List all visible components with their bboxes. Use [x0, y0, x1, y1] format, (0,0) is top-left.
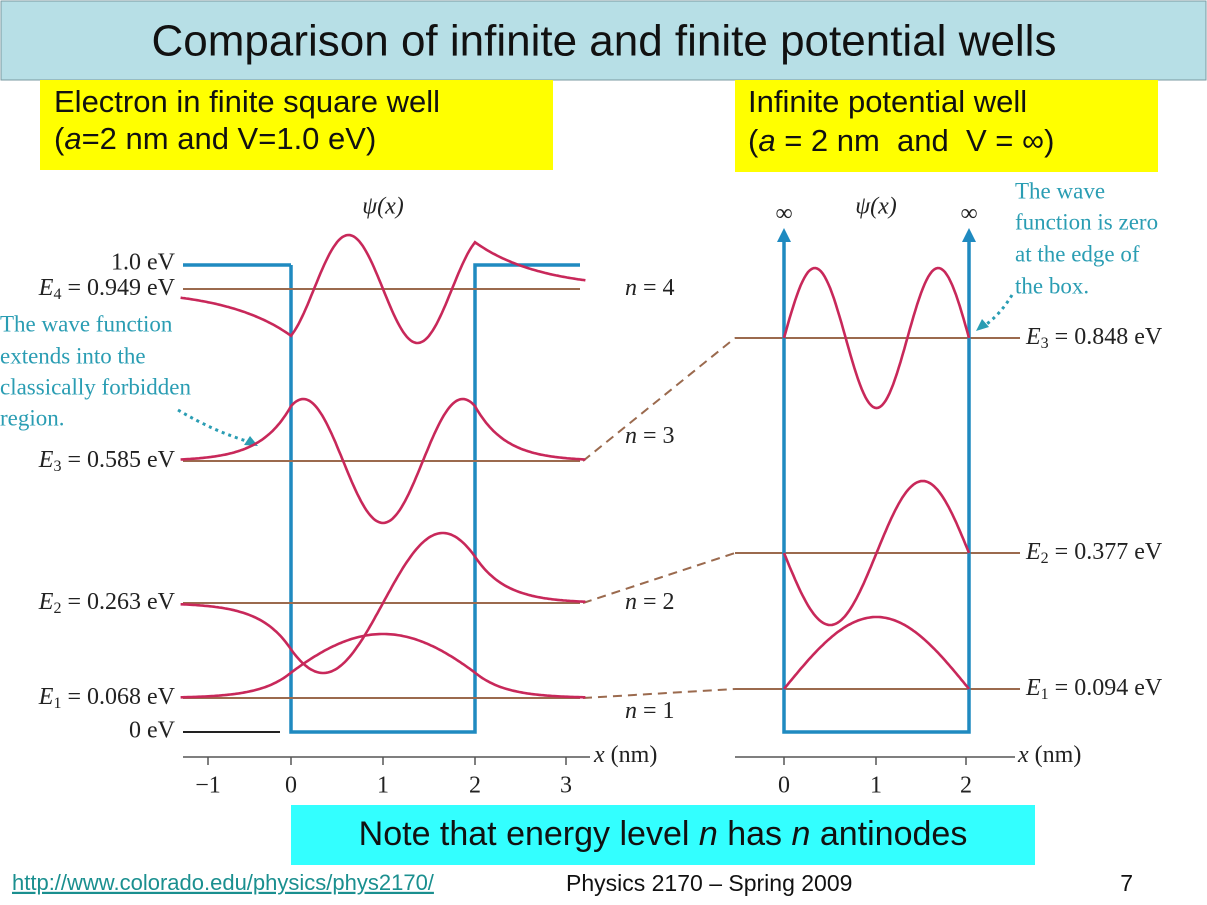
- annotation-line: The wave function: [0, 311, 173, 336]
- x-tick-label: 0: [778, 773, 790, 799]
- n-label: n = 3: [625, 423, 675, 449]
- annotation-line: The wave: [1015, 178, 1105, 203]
- wave-function: [782, 479, 971, 627]
- x-tick-label: 0: [285, 773, 297, 799]
- left-box-line: Electron in finite square well: [54, 84, 440, 119]
- annotation-line: extends into the: [0, 343, 146, 368]
- energy-label: E2 = 0.263 eV: [38, 589, 176, 617]
- energy-label: E3 = 0.585 eV: [38, 447, 176, 475]
- left-box-line: (a=2 nm and V=1.0 eV): [54, 121, 376, 156]
- annotation-line: region.: [0, 405, 65, 430]
- infinity-label: ∞: [960, 201, 977, 227]
- x-axis-label: x (nm): [1017, 742, 1081, 768]
- zero-label: 0 eV: [129, 718, 176, 744]
- annotation-line: function is zero: [1015, 209, 1158, 234]
- infinite-annotation: The wave function is zero at the edge of…: [1015, 178, 1158, 298]
- annotation-line: at the edge of: [1015, 241, 1140, 266]
- x-axis-label: x (nm): [593, 742, 657, 768]
- finite-well: [177, 263, 736, 765]
- footer-course: Physics 2170 – Spring 2009: [566, 870, 852, 896]
- psi-label: ψ(x): [855, 194, 897, 220]
- x-tick-label: 1: [870, 773, 882, 799]
- right-box-line: (a = 2 nm and V = ∞): [748, 123, 1054, 158]
- energy-label: E2 = 0.377 eV: [1025, 539, 1163, 567]
- energy-label: E4 = 0.949 eV: [38, 275, 176, 303]
- right-box-line: Infinite potential well: [748, 84, 1027, 119]
- psi-label: ψ(x): [362, 194, 404, 220]
- right-box: [735, 80, 1158, 172]
- wave-function: [782, 615, 971, 690]
- wave-function: [180, 397, 586, 525]
- page-number: 7: [1120, 870, 1133, 896]
- wave-function: [180, 233, 586, 345]
- x-tick-label: 3: [560, 773, 572, 799]
- energy-label: E1 = 0.068 eV: [38, 684, 176, 712]
- annotation-line: classically forbidden: [0, 374, 191, 399]
- n-label: n = 1: [625, 698, 675, 724]
- wave-function: [180, 531, 586, 675]
- wave-function: [180, 632, 586, 699]
- note: Note that energy level n has n antinodes: [359, 815, 968, 853]
- n-label: n = 2: [625, 589, 675, 615]
- infinity-label: ∞: [775, 201, 792, 227]
- annotation-line: the box.: [1015, 273, 1089, 298]
- energy-label: E1 = 0.094 eV: [1025, 675, 1163, 703]
- x-tick-label: 2: [960, 773, 972, 799]
- note-box: [291, 805, 1035, 865]
- x-tick-label: 1: [377, 773, 389, 799]
- x-tick-label: 2: [469, 773, 481, 799]
- wave-function: [782, 266, 971, 410]
- energy-label: E3 = 0.848 eV: [1025, 324, 1163, 352]
- finite-annotation: The wave function extends into the class…: [0, 311, 191, 430]
- x-tick-label: −1: [195, 773, 221, 799]
- left-box: [40, 80, 553, 170]
- v-label: 1.0 eV: [111, 250, 176, 276]
- footer-link[interactable]: http://www.colorado.edu/physics/phys2170…: [12, 870, 435, 895]
- title-bar: [0, 0, 1207, 81]
- n-label: n = 4: [625, 275, 675, 301]
- title: Comparison of infinite and finite potent…: [152, 17, 1057, 66]
